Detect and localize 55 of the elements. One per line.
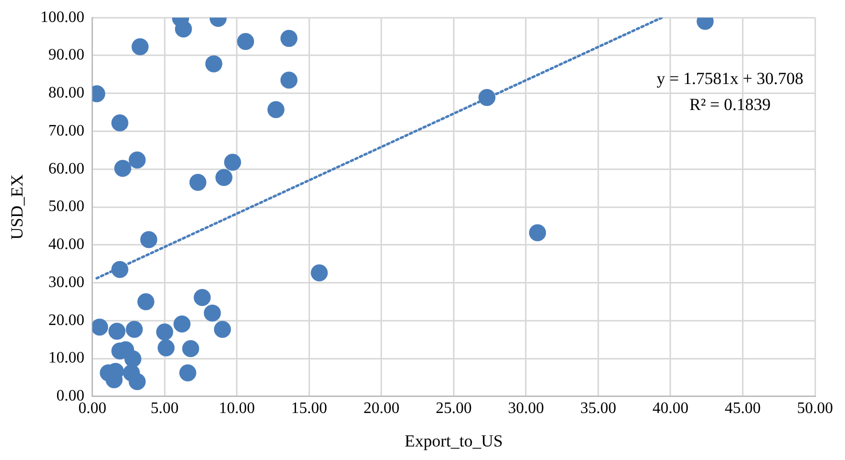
point xyxy=(156,324,174,341)
point xyxy=(224,154,242,171)
y-tick-label: 20.00 xyxy=(48,312,84,329)
point xyxy=(137,293,154,310)
y-tick-label: 100.00 xyxy=(40,8,84,26)
point xyxy=(174,316,191,333)
x-tick-label: 30.00 xyxy=(508,400,544,418)
point xyxy=(182,340,200,358)
x-tick-label: 50.00 xyxy=(797,400,833,418)
y-tick-label: 90.00 xyxy=(48,46,84,64)
x-axis-title: Export_to_US xyxy=(404,431,503,450)
x-tick-label: 45.00 xyxy=(724,400,761,418)
point xyxy=(132,38,149,56)
point xyxy=(280,30,298,47)
point xyxy=(205,55,222,72)
y-tick-label: 40.00 xyxy=(48,236,84,254)
x-tick-label: 40.00 xyxy=(652,400,688,418)
x-tick-label: 35.00 xyxy=(580,400,616,418)
point xyxy=(237,32,254,50)
y-axis-title: USD_EX xyxy=(8,174,27,240)
y-tick-label: 30.00 xyxy=(48,274,84,291)
point xyxy=(128,373,146,390)
point xyxy=(529,224,546,242)
x-tick-label: 10.00 xyxy=(218,400,255,418)
point xyxy=(310,264,328,282)
point xyxy=(92,318,108,336)
point xyxy=(114,160,132,177)
x-tick-label: 15.00 xyxy=(291,400,328,418)
y-tick-label: 80.00 xyxy=(48,84,84,102)
y-tick-label: 50.00 xyxy=(48,198,84,216)
point xyxy=(215,168,232,186)
point xyxy=(194,289,211,306)
point xyxy=(158,339,175,356)
point xyxy=(124,350,142,368)
x-tick-label: 5.00 xyxy=(150,400,179,418)
x-tick-label: 20.00 xyxy=(363,400,400,418)
point xyxy=(128,152,146,169)
point xyxy=(126,320,143,338)
point xyxy=(280,72,298,89)
x-tick-label: 25.00 xyxy=(436,400,472,418)
y-tick-label: 70.00 xyxy=(48,122,84,140)
point xyxy=(204,304,221,322)
annotation: y = 1.7581x + 30.708 xyxy=(656,69,804,88)
point xyxy=(108,322,126,340)
point xyxy=(267,101,284,118)
point xyxy=(179,364,196,382)
point xyxy=(214,320,231,338)
point xyxy=(140,231,158,248)
y-tick-label: 60.00 xyxy=(48,160,84,178)
point xyxy=(111,114,128,132)
annotation: R² = 0.1839 xyxy=(689,95,771,114)
y-tick-label: 10.00 xyxy=(48,350,84,367)
x-tick-label: 0.00 xyxy=(78,400,106,418)
point xyxy=(174,20,192,38)
point xyxy=(189,174,206,191)
